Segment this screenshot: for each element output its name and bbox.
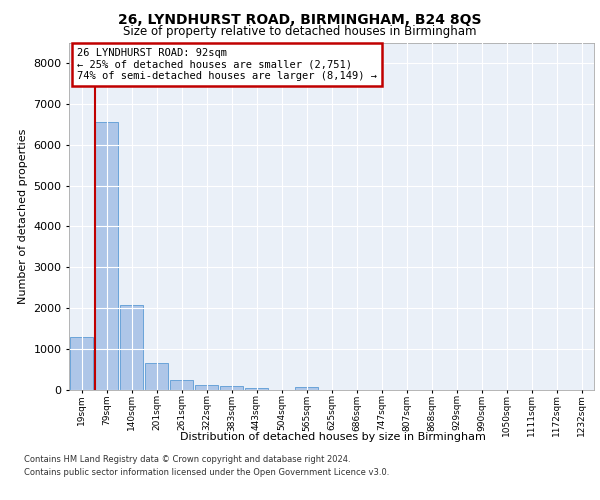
Text: Size of property relative to detached houses in Birmingham: Size of property relative to detached ho… — [123, 25, 477, 38]
Y-axis label: Number of detached properties: Number of detached properties — [17, 128, 28, 304]
Bar — [195, 384, 218, 390]
Bar — [95, 122, 118, 390]
Bar — [295, 387, 318, 390]
Text: 26, LYNDHURST ROAD, BIRMINGHAM, B24 8QS: 26, LYNDHURST ROAD, BIRMINGHAM, B24 8QS — [118, 12, 482, 26]
Bar — [70, 337, 93, 390]
Text: 26 LYNDHURST ROAD: 92sqm
← 25% of detached houses are smaller (2,751)
74% of sem: 26 LYNDHURST ROAD: 92sqm ← 25% of detach… — [77, 48, 377, 81]
Text: Distribution of detached houses by size in Birmingham: Distribution of detached houses by size … — [180, 432, 486, 442]
Bar — [220, 386, 243, 390]
Bar — [120, 305, 143, 390]
Text: Contains HM Land Registry data © Crown copyright and database right 2024.: Contains HM Land Registry data © Crown c… — [24, 456, 350, 464]
Bar — [145, 364, 168, 390]
Text: Contains public sector information licensed under the Open Government Licence v3: Contains public sector information licen… — [24, 468, 389, 477]
Bar — [170, 380, 193, 390]
Bar — [245, 388, 268, 390]
